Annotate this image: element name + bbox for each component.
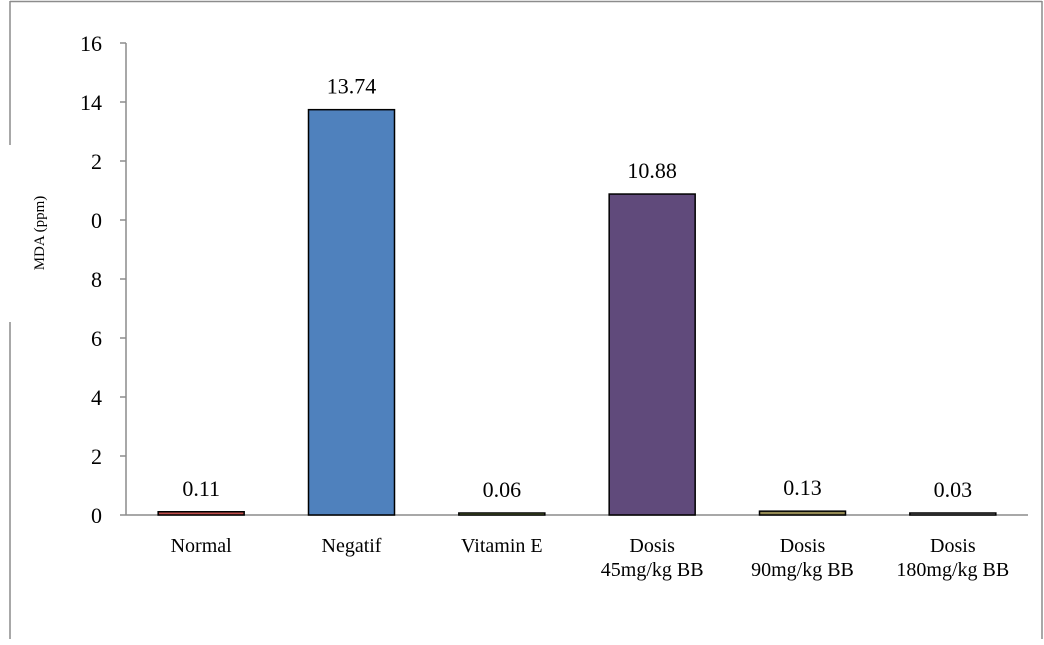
y-tick-label: 2	[91, 444, 102, 469]
category-label-line: Dosis	[629, 535, 675, 557]
axes: 0 2 4 6 8 0 2 14 16	[80, 31, 1028, 528]
y-tick-label: 4	[91, 385, 102, 410]
category-label: Dosis 45mg/kg BB	[601, 535, 704, 581]
bar	[909, 512, 997, 516]
category-label-line: Normal	[171, 535, 233, 557]
category-label: Dosis 90mg/kg BB	[751, 535, 854, 581]
data-label: 0.13	[783, 475, 822, 500]
labels: 0.11 Normal 13.74 Negatif 0.06 Vitamin E 10.88…	[171, 74, 1010, 581]
category-label-line: Vitamin E	[461, 535, 543, 557]
data-label: 0.03	[934, 477, 973, 502]
data-label: 0.06	[483, 477, 522, 502]
y-axis-title: MDA (ppm)	[32, 196, 48, 271]
category-label-line: 90mg/kg BB	[751, 559, 854, 581]
category-label-line: Dosis	[930, 535, 976, 557]
bar	[307, 108, 396, 516]
bar	[758, 510, 847, 516]
data-label: 0.11	[182, 476, 220, 501]
category-label-line: Negatif	[322, 535, 382, 557]
category-label: Normal	[171, 535, 233, 557]
y-tick-label: 14	[80, 90, 102, 115]
bars	[157, 108, 997, 516]
bar	[157, 511, 245, 516]
y-tick-label: 6	[91, 326, 102, 351]
data-label: 13.74	[327, 74, 377, 99]
bar	[458, 512, 546, 516]
category-label-line: Dosis	[780, 535, 826, 557]
data-label: 10.88	[627, 158, 677, 183]
category-label-line: 45mg/kg BB	[601, 559, 704, 581]
category-label: Negatif	[322, 535, 382, 557]
bar	[608, 193, 696, 516]
y-tick-label: 16	[80, 31, 102, 56]
category-label-line: 180mg/kg BB	[896, 559, 1009, 581]
y-tick-label: 0	[91, 208, 102, 233]
chart-frame	[9, 0, 1043, 639]
category-label: Vitamin E	[461, 535, 543, 557]
y-tick-label: 2	[91, 149, 102, 174]
y-tick-label: 0	[91, 503, 102, 528]
y-tick-label: 8	[91, 267, 102, 292]
category-label: Dosis 180mg/kg BB	[896, 535, 1009, 581]
